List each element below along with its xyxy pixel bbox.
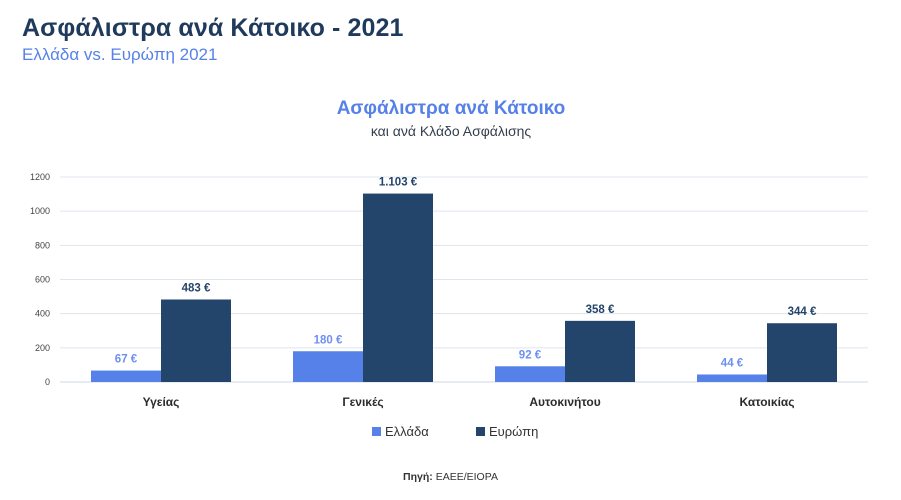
y-tick-label: 0 [45, 377, 50, 387]
data-label: 358 € [586, 304, 615, 316]
bar [363, 193, 433, 382]
data-label: 44 € [721, 357, 744, 369]
legend-label: Ευρώπη [489, 424, 538, 439]
category-label: Υγείας [143, 395, 180, 409]
y-tick-label: 400 [35, 309, 50, 319]
y-tick-label: 1000 [30, 206, 50, 216]
data-label: 67 € [115, 354, 138, 366]
legend-swatch [372, 427, 381, 436]
y-tick-label: 1200 [30, 172, 50, 182]
y-tick-label: 200 [35, 343, 50, 353]
source-note: Πηγή: ΕΑΕΕ/EIOPA [0, 471, 901, 483]
bar [767, 323, 837, 382]
data-label: 180 € [314, 334, 343, 346]
labels: 67 € 483 € Υγείας 180 € 1.103 € Γενικές 92 € 35… [115, 177, 817, 409]
category-label: Γενικές [342, 395, 383, 409]
chart-title: Ασφάλιστρα ανά Κάτοικο [337, 98, 566, 119]
gridlines: 0 200 400 600 800 1000 1200 [30, 172, 868, 387]
y-tick-label: 800 [35, 240, 50, 250]
bar [161, 299, 231, 382]
bar [697, 374, 767, 382]
bar [565, 320, 635, 382]
page-subtitle: Ελλάδα vs. Ευρώπη 2021 [22, 45, 218, 64]
legend-label: Ελλάδα [385, 424, 429, 439]
y-tick-label: 600 [35, 275, 50, 285]
bar [293, 351, 363, 382]
data-label: 92 € [519, 349, 542, 361]
data-label: 344 € [788, 306, 817, 318]
legend-swatch [476, 427, 485, 436]
bars [91, 193, 837, 382]
legend: Ελλάδα Ευρώπη [372, 424, 538, 439]
bar [91, 370, 161, 382]
chart-subtitle: και ανά Κλάδο Ασφάλισης [371, 123, 532, 139]
category-label: Κατοικίας [739, 395, 794, 409]
page-title: Ασφάλιστρα ανά Κάτοικο - 2021 [22, 14, 404, 42]
source-label: Πηγή: [403, 471, 433, 483]
data-label: 483 € [182, 282, 211, 294]
source-text: ΕΑΕΕ/EIOPA [435, 471, 498, 483]
bar [495, 366, 565, 382]
category-label: Αυτοκινήτου [529, 395, 600, 409]
data-label: 1.103 € [379, 177, 418, 189]
bar-chart: Ασφάλιστρα ανά Κάτοικο και ανά Κλάδο Ασφ… [30, 98, 868, 439]
